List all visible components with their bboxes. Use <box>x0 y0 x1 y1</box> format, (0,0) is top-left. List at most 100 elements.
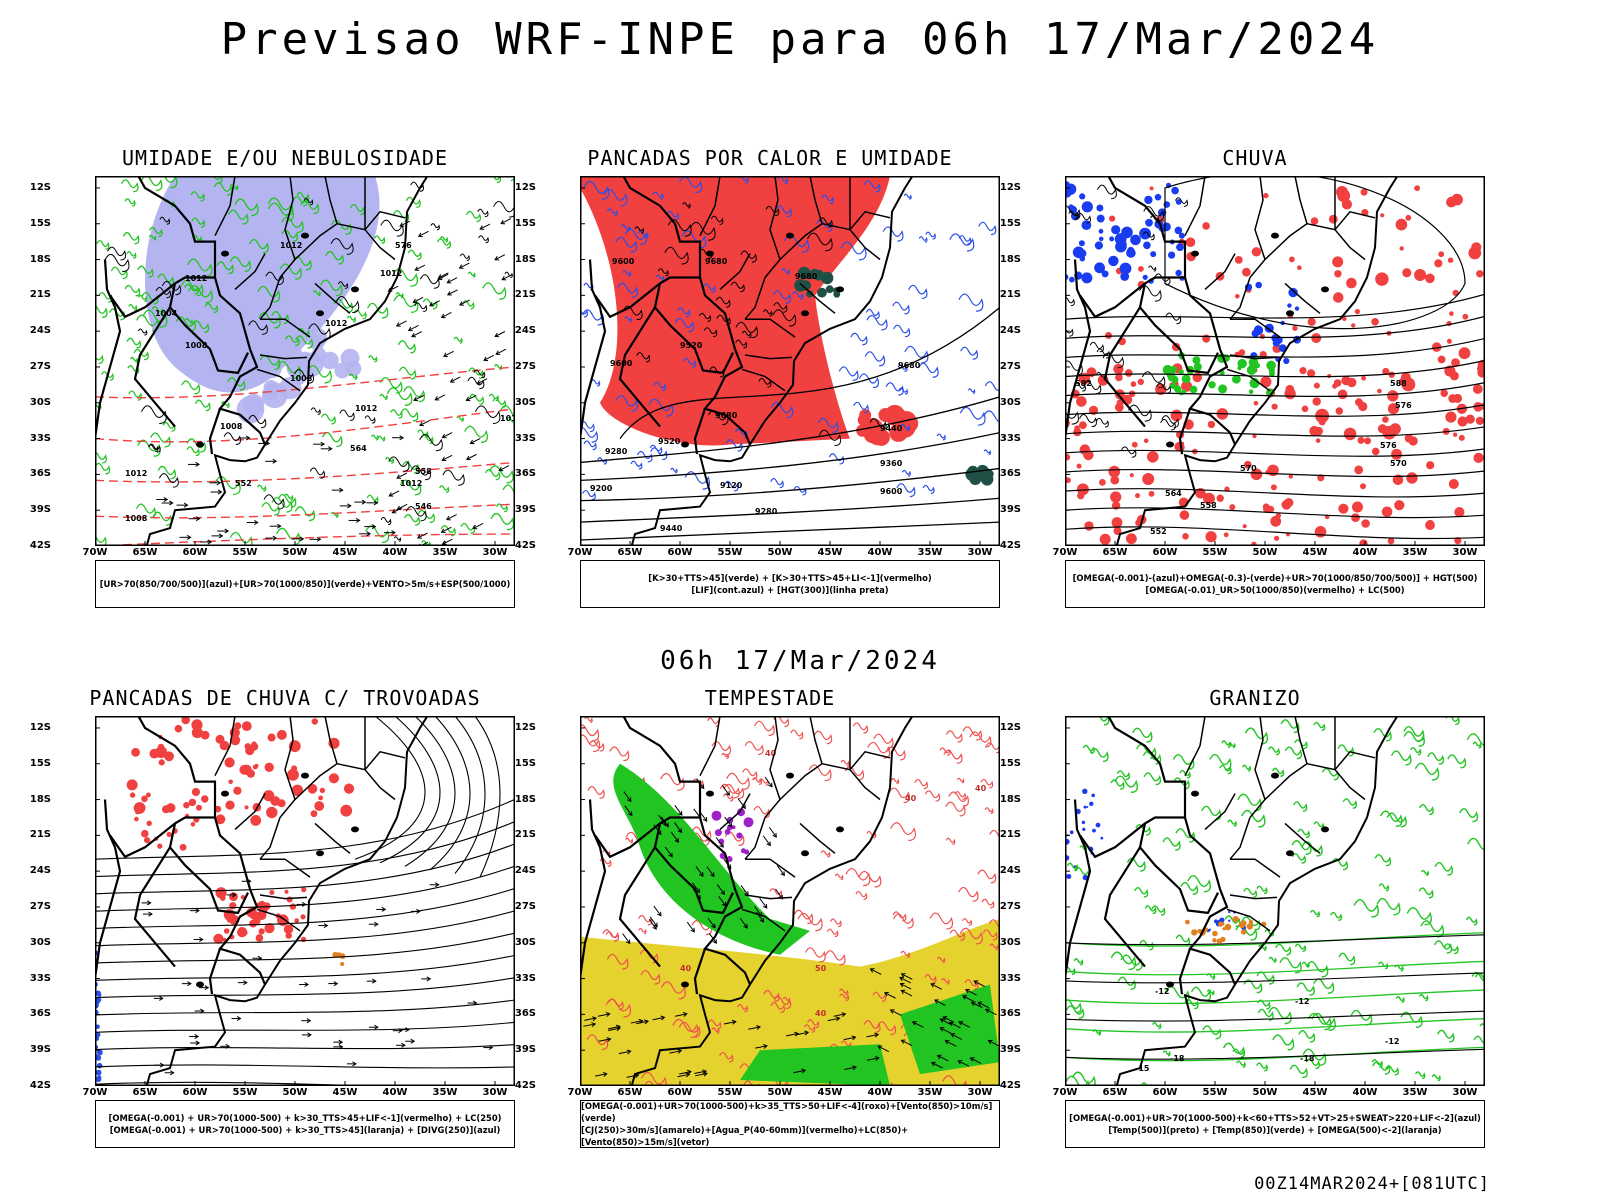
lon-tick-label: 55W <box>717 547 743 558</box>
lon-tick-label: 70W <box>1052 1087 1078 1098</box>
lat-tick-label: 12S <box>29 721 51 733</box>
lat-tick-label: 21S <box>29 829 51 841</box>
lon-tick-label: 70W <box>1052 547 1078 558</box>
contour-label: 558 <box>1200 501 1217 510</box>
panel-pancadas-calor: PANCADAS POR CALOR E UMIDADE 9680 9600 9680… <box>515 146 1000 616</box>
lat-tick-label: 42S <box>29 540 51 551</box>
contour-label: 40 <box>680 964 692 973</box>
panel-legend: [OMEGA(-0.001) + UR>70(1000-500) + k>30_… <box>95 1100 515 1148</box>
map-canvas <box>95 716 515 1086</box>
lat-tick-label: 33S <box>29 432 51 444</box>
lat-tick-label: 39S <box>29 1044 51 1056</box>
lat-tick-label: 42S <box>514 540 536 551</box>
lon-tick-label: 50W <box>282 547 308 558</box>
lat-tick-label: 18S <box>999 793 1021 805</box>
lat-tick-label: 18S <box>999 253 1021 265</box>
lat-tick-label: 24S <box>999 325 1021 337</box>
map-canvas: -12 -12 -12 -15 -18 -18 <box>1065 716 1485 1086</box>
lon-tick-label: 45W <box>332 1087 358 1098</box>
lon-tick-label: 65W <box>617 547 643 558</box>
lon-tick-label: 30W <box>967 1087 993 1098</box>
contour-label: 1008 <box>185 341 208 350</box>
panel-legend: [UR>70(850/700/500)](azul)+[UR>70(1000/8… <box>95 560 515 608</box>
lon-tick-label: 60W <box>182 547 208 558</box>
legend-line: [K>30+TTS>45](verde) + [K>30+TTS>45+LI<-… <box>648 573 932 583</box>
lon-tick-label: 45W <box>1302 547 1328 558</box>
lat-tick-label: 27S <box>514 360 536 372</box>
lat-tick-label: 36S <box>29 1008 51 1020</box>
lon-tick-label: 65W <box>1102 547 1128 558</box>
lon-tick-label: 50W <box>1252 1087 1278 1098</box>
legend-line: [CJ(250)>30m/s](amarelo)+[Agua_P(40-60mm… <box>581 1125 909 1147</box>
lat-tick-label: 33S <box>514 972 536 984</box>
panel-legend: [OMEGA(-0.001)+UR>70(1000-500)+k>35_TTS>… <box>580 1100 1000 1148</box>
contour-label: 40 <box>765 749 777 758</box>
contour-label: 588 <box>1390 379 1407 388</box>
lon-tick-label: 50W <box>767 547 793 558</box>
lon-tick-label: 60W <box>182 1087 208 1098</box>
map-plot <box>95 716 515 1086</box>
contour-label: 1008 <box>220 422 243 431</box>
lat-tick-label: 42S <box>999 540 1021 551</box>
lat-tick-label: 33S <box>999 432 1021 444</box>
lon-tick-label: 70W <box>82 547 108 558</box>
contour-label: 1012 <box>400 479 422 488</box>
lat-tick-label: 42S <box>29 1080 51 1091</box>
panel-title: TEMPESTADE <box>704 686 836 710</box>
contour-label: 570 <box>1240 464 1257 473</box>
contour-label: -18 <box>1300 1054 1315 1063</box>
lat-tick-label: 39S <box>999 1044 1021 1056</box>
lon-tick-label: 55W <box>1202 1087 1228 1098</box>
map-plot: 9680 9600 9680 9680 9520 9600 9440 9520 9280 9360… <box>580 176 1000 546</box>
lon-tick-label: 60W <box>1152 547 1178 558</box>
contour-label: 9680 <box>898 361 921 370</box>
contour-label: -18 <box>1170 1054 1185 1063</box>
run-timestamp: 00Z14MAR2024+[081UTC] <box>1254 1174 1490 1194</box>
contour-label: 9600 <box>610 359 633 368</box>
contour-label: 564 <box>1165 489 1182 498</box>
lon-tick-label: 35W <box>917 547 943 558</box>
contour-label: 1012 <box>280 241 302 250</box>
lat-tick-label: 24S <box>514 865 536 877</box>
lon-tick-label: 45W <box>1302 1087 1328 1098</box>
contour-label: 576 <box>1380 441 1397 450</box>
lat-tick-label: 30S <box>514 396 536 408</box>
contour-label: 9280 <box>755 507 778 516</box>
panel-umidade: UMIDADE E/OU NEBULOSIDADE 1012 1012 1012 101… <box>30 146 515 616</box>
legend-line: [OMEGA(-0.001)-(azul)+OMEGA(-0.3)-(verde… <box>1072 573 1478 583</box>
panel-legend: [K>30+TTS>45](verde) + [K>30+TTS>45+LI<-… <box>580 560 1000 608</box>
lon-tick-label: 65W <box>132 547 158 558</box>
panel-title: PANCADAS DE CHUVA C/ TROVOADAS <box>89 686 481 710</box>
lon-tick-label: 30W <box>967 547 993 558</box>
contour-label: 9360 <box>880 459 903 468</box>
lat-tick-label: 12S <box>999 721 1021 733</box>
contour-label: 1008 <box>290 374 313 383</box>
lon-tick-label: 55W <box>1202 547 1228 558</box>
map-canvas: 40 40 40 40 50 40 <box>580 716 1000 1086</box>
panel-pancadas-trovoadas: PANCADAS DE CHUVA C/ TROVOADAS 12S 15S 18S 2… <box>30 686 515 1156</box>
legend-line: [OMEGA(-0.01)_UR>50(1000/850)(vermelho) … <box>1145 585 1405 595</box>
contour-label: 9120 <box>720 481 743 490</box>
map-canvas: 588 582 576 570 564 558 552 576 570 <box>1065 176 1485 546</box>
forecast-time-label: 06h 17/Mar/2024 <box>660 646 940 676</box>
lon-tick-label: 35W <box>432 1087 458 1098</box>
lat-tick-label: 21S <box>999 289 1021 301</box>
lat-tick-label: 12S <box>999 181 1021 193</box>
lon-tick-label: 45W <box>817 547 843 558</box>
lat-tick-label: 15S <box>514 217 536 229</box>
lon-tick-label: 35W <box>917 1087 943 1098</box>
map-canvas: 1012101210121012100410081008101210161008… <box>95 176 515 546</box>
lon-tick-label: 60W <box>667 547 693 558</box>
contour-label: 576 <box>395 241 412 250</box>
lat-tick-label: 15S <box>999 757 1021 769</box>
panel-title: GRANIZO <box>1209 686 1301 710</box>
lat-tick-label: 36S <box>999 468 1021 480</box>
contour-label: 9520 <box>658 437 681 446</box>
lon-tick-label: 35W <box>1402 1087 1428 1098</box>
lon-tick-label: 70W <box>567 547 593 558</box>
contour-label: 552 <box>1150 527 1167 536</box>
contour-label: 1008 <box>125 514 148 523</box>
contour-label: 1012 <box>355 404 377 413</box>
panel-chuva: CHUVA 588 582 576 570 564 558 552 576 570 12S 15S 18… <box>1000 146 1485 616</box>
legend-line: [LIF](cont.azul) + [HGT(300)](linha pret… <box>691 585 889 595</box>
